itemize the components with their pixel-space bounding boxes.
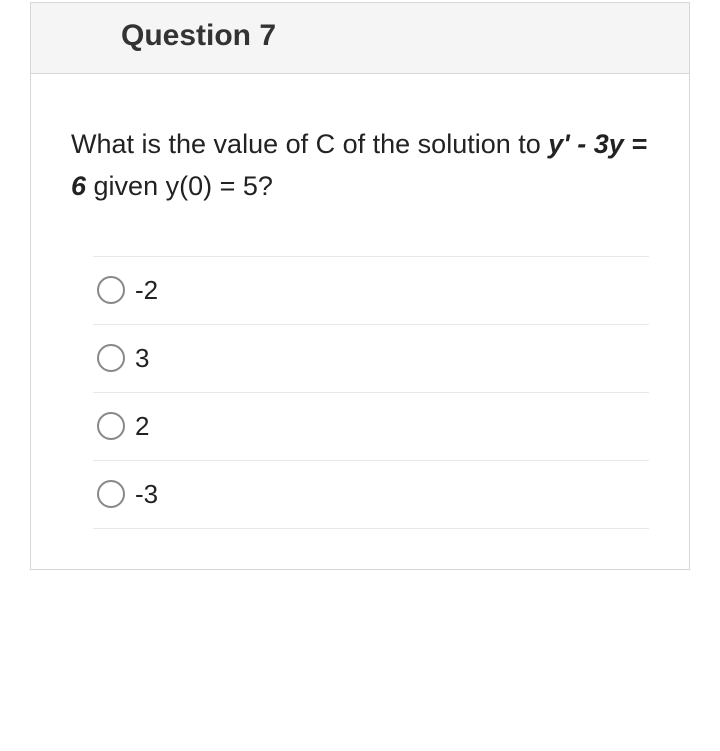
radio-icon[interactable] <box>97 344 125 372</box>
prompt-text-post: given y(0) = 5? <box>86 171 273 201</box>
radio-icon[interactable] <box>97 480 125 508</box>
option-label: 3 <box>135 343 149 374</box>
option-row[interactable]: -2 <box>93 256 649 324</box>
options-list: -2 3 2 -3 <box>93 256 649 529</box>
prompt-text-pre: What is the value of C of the solution t… <box>71 129 548 159</box>
option-label: -2 <box>135 275 158 306</box>
question-prompt: What is the value of C of the solution t… <box>71 124 649 208</box>
option-label: 2 <box>135 411 149 442</box>
option-row[interactable]: 3 <box>93 324 649 392</box>
question-title: Question 7 <box>121 19 665 53</box>
option-row[interactable]: -3 <box>93 460 649 529</box>
option-row[interactable]: 2 <box>93 392 649 460</box>
option-label: -3 <box>135 479 158 510</box>
radio-icon[interactable] <box>97 276 125 304</box>
question-card: Question 7 What is the value of C of the… <box>30 2 690 570</box>
question-body: What is the value of C of the solution t… <box>31 74 689 569</box>
question-header: Question 7 <box>31 3 689 74</box>
radio-icon[interactable] <box>97 412 125 440</box>
